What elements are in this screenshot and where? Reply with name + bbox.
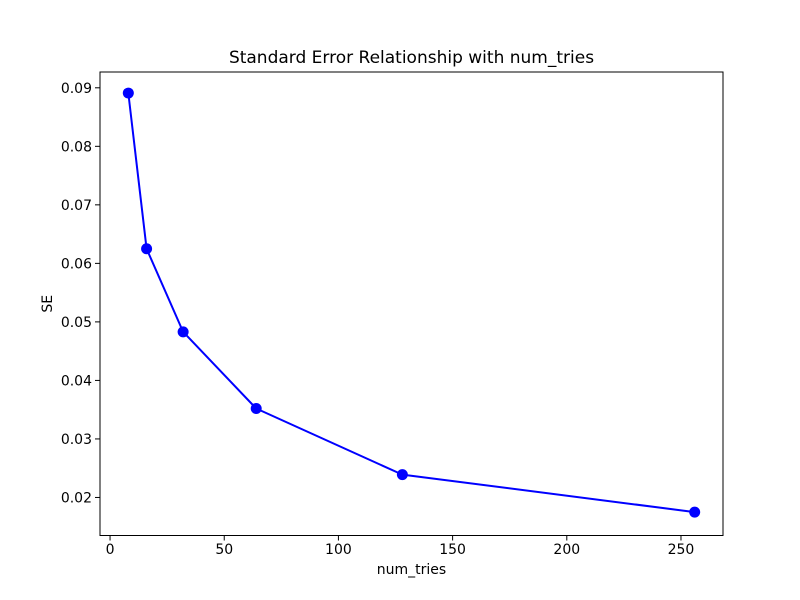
data-point-marker bbox=[250, 403, 262, 415]
y-tick-label: 0.03 bbox=[61, 432, 92, 448]
x-tick-label: 100 bbox=[325, 542, 352, 558]
data-point-marker bbox=[177, 326, 189, 338]
axes-frame bbox=[99, 71, 724, 536]
y-tick-label: 0.07 bbox=[61, 198, 92, 214]
data-point-marker bbox=[141, 243, 153, 255]
y-tick-label: 0.06 bbox=[61, 256, 92, 272]
chart-title: Standard Error Relationship with num_tri… bbox=[229, 48, 594, 68]
data-point-marker bbox=[396, 469, 408, 481]
y-tick-label: 0.02 bbox=[61, 490, 92, 506]
y-tick-label: 0.08 bbox=[61, 139, 92, 155]
axes-background bbox=[100, 72, 723, 536]
y-axis-label: SE bbox=[40, 295, 56, 313]
y-tick-label: 0.04 bbox=[61, 373, 92, 389]
data-point-marker bbox=[689, 506, 701, 518]
x-tick-label: 150 bbox=[439, 542, 466, 558]
x-tick-label: 0 bbox=[106, 542, 115, 558]
x-tick-label: 50 bbox=[215, 542, 233, 558]
x-tick-label: 250 bbox=[668, 542, 695, 558]
x-axis-label: num_tries bbox=[377, 562, 446, 578]
y-tick-label: 0.05 bbox=[61, 315, 92, 331]
y-tick-label: 0.09 bbox=[61, 81, 92, 97]
series-line bbox=[127, 92, 696, 514]
data-point-marker bbox=[122, 87, 134, 99]
x-tick-label: 200 bbox=[553, 542, 580, 558]
